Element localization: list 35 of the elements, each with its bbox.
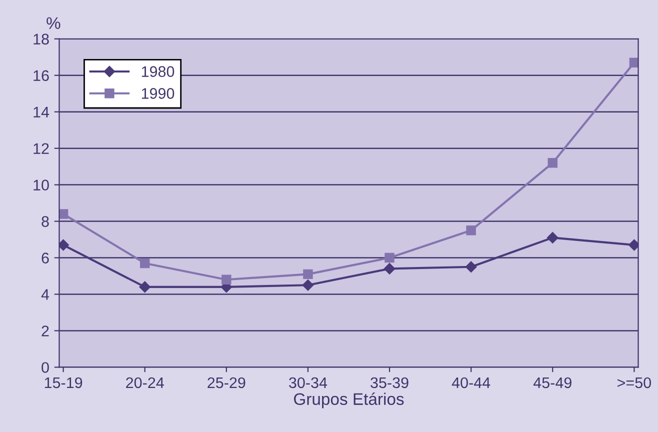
point [384,263,396,274]
x-axis-title: Grupos Etários [294,392,404,408]
y-tick-label: 0 [42,362,49,373]
x-tick-label: 15-19 [44,377,82,388]
x-tick-label: 20-24 [126,377,164,388]
y-tick-label: 16 [34,70,49,82]
point [59,209,68,219]
point [222,274,232,285]
y-tick-label: 14 [34,106,50,118]
point [139,281,150,293]
y-tick-label: 2 [42,326,49,336]
y-tick-label: 18 [34,34,49,45]
point [548,158,558,168]
y-tick-label: 6 [42,252,49,264]
legend-label: 1990 [142,88,174,99]
x-tick-label: 45-49 [533,377,572,388]
x-tick-label: 25-29 [208,377,246,388]
point [303,269,313,280]
x-tick-label: 40-44 [452,377,490,388]
y-tick-label: 8 [42,216,49,227]
point [466,226,476,236]
y-axis-title: % [46,17,60,29]
point [547,232,558,244]
point [384,252,394,263]
y-tick-label: 10 [34,180,49,190]
y-tick-label: 12 [34,143,49,154]
legend-label: 1980 [142,66,174,77]
x-tick-label: >=50 [618,377,652,388]
point [465,261,477,272]
x-tick-label: 35-39 [370,377,408,388]
x-tick-label: 30-34 [289,377,328,388]
point [140,258,150,268]
y-tick-label: 4 [41,289,50,300]
point [629,58,638,68]
point [302,280,314,291]
